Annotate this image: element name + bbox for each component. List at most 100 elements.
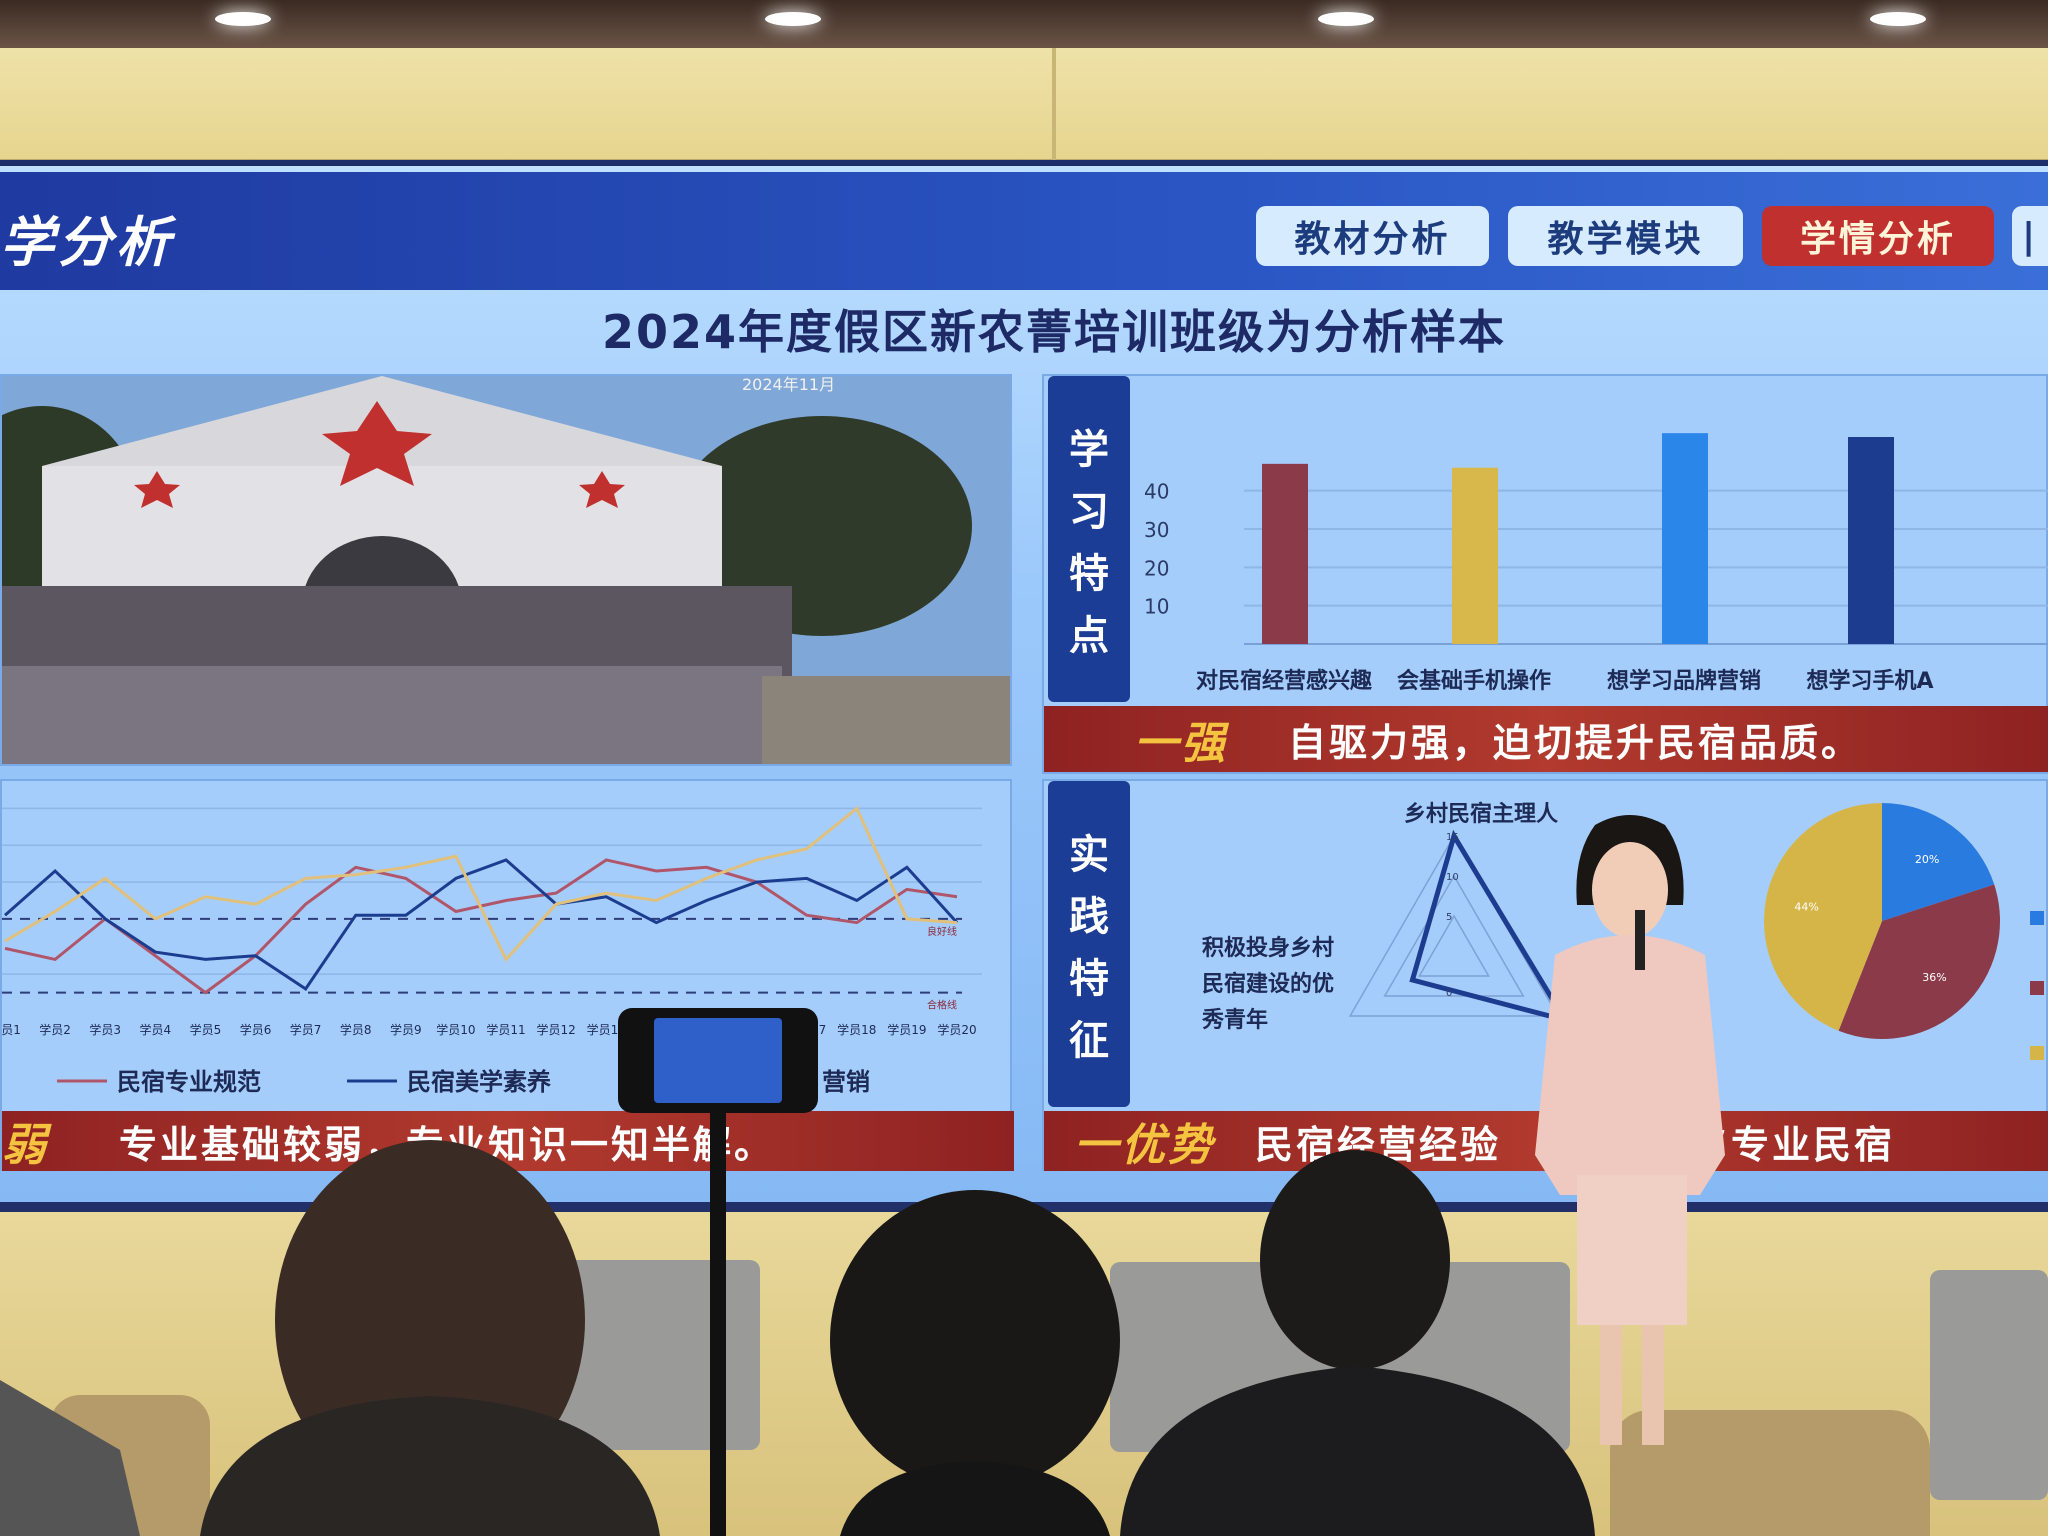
- banner-tag: 一强: [1134, 718, 1228, 769]
- radar-axis-label: 乡村民宿主理人: [1404, 801, 1558, 827]
- x-category-label: 学员3: [89, 1022, 121, 1037]
- page-title: 2024年度假区新农菁培训班级为分析样本: [601, 305, 1507, 359]
- red-star-icon: [322, 401, 432, 486]
- slide-header: 学分析 教材分析 教学模块 学情分析 |: [0, 172, 2048, 290]
- reference-line-label: 良好线: [927, 925, 957, 938]
- bar: [1452, 467, 1498, 644]
- x-category-label: 学员6: [240, 1022, 272, 1037]
- learning-banner: 一强 自驱力强，迫切提升民宿品质。: [1044, 706, 2048, 772]
- x-category-label: 学员2: [39, 1022, 71, 1037]
- banner-tag: 弱: [2, 1120, 49, 1171]
- x-category-label: 学员13: [587, 1022, 626, 1037]
- radar-tick-label: 10: [1446, 872, 1459, 883]
- radar-axis-label: 积极投身乡村民宿建设的优秀青年: [1202, 936, 1335, 1033]
- pie-slice: [1838, 884, 2000, 1039]
- x-category-label: 学员18: [837, 1022, 876, 1037]
- red-star-icon: [134, 471, 180, 508]
- x-category-label: 想学习手机A: [1806, 668, 1933, 694]
- audience: [0, 1140, 1595, 1536]
- x-category-label: 学员10: [436, 1022, 475, 1037]
- radar-series: [1409, 829, 1571, 1024]
- x-category-label: 学员12: [537, 1022, 576, 1037]
- x-category-label: 学员9: [390, 1022, 422, 1037]
- x-category-label: 学员19: [887, 1022, 926, 1037]
- y-tick-label: 20: [1144, 556, 1169, 580]
- y-tick-label: 40: [1144, 480, 1169, 504]
- y-tick-label: 30: [1144, 518, 1169, 542]
- radar-tick-label: 0: [1446, 988, 1452, 999]
- x-category-label: 学员11: [486, 1022, 525, 1037]
- red-star-icon: [579, 471, 625, 508]
- ceiling-light: [765, 12, 821, 26]
- legend-label: 民宿专业规范: [117, 1068, 261, 1096]
- tab-textbook-analysis[interactable]: 教材分析: [1256, 206, 1489, 266]
- pie-legend-swatch: [2030, 1046, 2044, 1060]
- x-category-label: 学员1: [2, 1022, 21, 1037]
- learning-side-label: 学 习 特 点: [1048, 376, 1130, 702]
- practice-side-label: 实 践 特 征: [1048, 781, 1130, 1107]
- pie-legend-swatch: [2030, 911, 2044, 925]
- pie-slice-label: 44%: [1794, 901, 1818, 914]
- side-char: 习: [1069, 489, 1109, 535]
- bar-chart: 10 20 30 40 对民宿经营感兴趣 会基础手机操作 想学习品牌营销 想学习手机A: [1144, 433, 2048, 694]
- x-category-label: 学员20: [937, 1022, 976, 1037]
- phone-screen: [654, 1018, 782, 1103]
- microphone-icon: [1635, 910, 1645, 970]
- tab-next[interactable]: |: [2012, 206, 2048, 266]
- slide-section-title: 学分析: [0, 211, 174, 274]
- radar-tick-label: 15: [1446, 832, 1459, 843]
- patterned-jacket: [0, 1380, 140, 1536]
- side-char: 践: [1069, 894, 1109, 940]
- x-category-label: 学员5: [190, 1022, 222, 1037]
- x-category-label: 想学习品牌营销: [1607, 668, 1761, 694]
- line-series-1: [4, 858, 958, 995]
- x-category-label: 学员4: [139, 1022, 171, 1037]
- legend-label: 营销: [822, 1068, 870, 1096]
- side-char: 征: [1069, 1018, 1109, 1064]
- tripod-pole: [710, 1110, 726, 1536]
- side-char: 特: [1069, 956, 1109, 1002]
- radar-grid: [1418, 914, 1490, 977]
- ceiling: [0, 0, 2048, 48]
- line-series-3: [4, 805, 958, 963]
- x-category-label: 学员8: [340, 1022, 372, 1037]
- phone-on-tripod: [618, 1008, 818, 1113]
- learning-characteristics-panel: 学 习 特 点 10 20 30 40 对民宿经营感兴趣 会基础手机操作 想学习品牌营销 想学…: [1042, 374, 2048, 774]
- banner-tag: 一优势: [1074, 1120, 1215, 1171]
- speaker: [1535, 815, 1725, 1445]
- ceiling-light: [1318, 12, 1374, 26]
- pie-slice-label: 36%: [1922, 971, 1946, 984]
- banner-text: 自驱力强，迫切提升民宿品质。: [1288, 720, 1863, 765]
- reference-line-label: 合格线: [927, 999, 957, 1012]
- x-category-label: 对民宿经营感兴趣: [1196, 668, 1372, 694]
- line-series-2: [4, 858, 959, 991]
- side-char: 特: [1069, 551, 1109, 597]
- tab-learner-analysis[interactable]: 学情分析: [1762, 206, 1994, 266]
- radar-grid: [1383, 874, 1525, 997]
- tab-teaching-modules[interactable]: 教学模块: [1508, 206, 1743, 266]
- presentation-screen: 学分析 教材分析 教学模块 学情分析 | 2024年度假区新农菁培训班级为分析样…: [0, 160, 2048, 1212]
- wall-panel: [0, 48, 2048, 163]
- pie-slice: [1764, 803, 1882, 1031]
- practice-characteristics-panel: 实 践 特 征 0 5 10 15 乡村民宿主理人 积极投身乡村民宿建设的优秀青年 20% 3…: [1042, 779, 2048, 1171]
- side-char: 点: [1069, 613, 1109, 659]
- bar: [1662, 433, 1708, 644]
- group-photo-illustration: 2024年11月: [2, 376, 1010, 764]
- line-chart: 良好线合格线学员1 学员2 学员3 学员4 学员5 学员6 学员7 学员8 学员9 学员10 学员1…: [2, 805, 982, 1096]
- ceiling-light: [1870, 12, 1926, 26]
- group-photo: 2024年11月: [0, 374, 1012, 766]
- legend-label: 民宿美学素养: [407, 1068, 551, 1096]
- chair-back: [1930, 1270, 2048, 1500]
- photo-date-caption: 2024年11月: [742, 376, 835, 394]
- side-char: 学: [1069, 427, 1109, 473]
- x-category-label: 会基础手机操作: [1397, 668, 1551, 694]
- ceiling-light: [215, 12, 271, 26]
- side-char: 实: [1069, 832, 1109, 878]
- radar-tick-label: 5: [1446, 912, 1452, 923]
- chair-back: [560, 1260, 760, 1450]
- pie-slice: [1882, 803, 1995, 921]
- pie-legend-swatch: [2030, 981, 2044, 995]
- x-category-label: 学员7: [290, 1022, 322, 1037]
- radar-axis-label-wrap: 积极投身乡村民宿建设的优秀青年: [1202, 936, 1335, 1033]
